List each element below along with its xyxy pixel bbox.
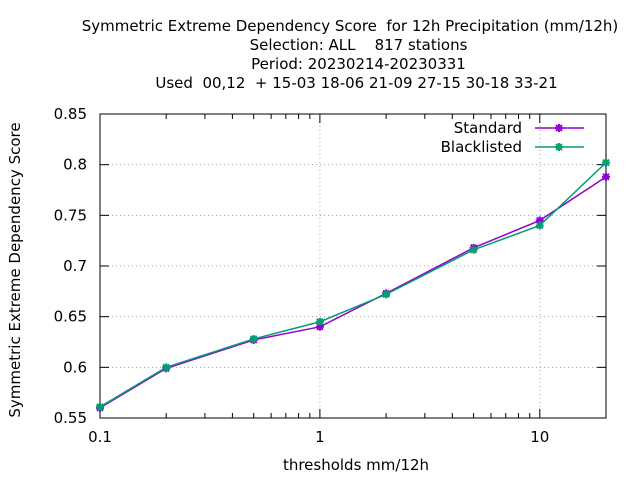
axis-ticks: 0.55 0.6 0.65 0.7 0.75 0.8 0.85 0.1 1 10	[54, 105, 607, 446]
y-axis-label: Symmetric Extreme Dependency Score	[6, 122, 24, 417]
y-tick-label: 0.7	[63, 257, 87, 275]
grid	[100, 114, 606, 418]
data-point-blacklisted	[602, 158, 610, 167]
series-blacklisted	[96, 158, 610, 411]
chart-title-line-1: Symmetric Extreme Dependency Score for 1…	[81, 17, 619, 35]
x-tick-label: 1	[315, 428, 325, 446]
legend-label-blacklisted: Blacklisted	[441, 138, 522, 156]
data-point-blacklisted	[249, 334, 258, 343]
y-tick-label: 0.75	[54, 206, 87, 224]
series-standard	[96, 172, 610, 412]
chart-subtitle-selection: Selection: ALL 817 stations	[249, 36, 468, 54]
y-tick-label: 0.85	[54, 105, 87, 123]
legend-marker-standard	[555, 124, 563, 132]
x-tick-label: 10	[530, 428, 549, 446]
series-line-blacklisted	[99, 162, 607, 408]
data-point-blacklisted	[382, 290, 391, 299]
y-tick-label: 0.55	[54, 409, 87, 427]
y-tick-label: 0.8	[63, 156, 87, 174]
data-point-standard	[602, 172, 610, 181]
x-tick-label: 0.1	[88, 428, 112, 446]
chart-subtitle-used: Used 00,12 + 15-03 18-06 21-09 27-15 30-…	[155, 74, 558, 92]
plot-frame	[99, 113, 607, 419]
data-point-blacklisted	[162, 363, 171, 372]
y-tick-label: 0.65	[54, 308, 87, 326]
legend-label-standard: Standard	[454, 119, 522, 137]
chart-subtitle-period: Period: 20230214-20230331	[251, 55, 466, 73]
x-axis-label: thresholds mm/12h	[283, 456, 429, 474]
data-point-blacklisted	[535, 221, 544, 230]
legend-marker-blacklisted	[555, 143, 563, 151]
series	[96, 158, 610, 412]
data-point-blacklisted	[469, 245, 478, 254]
y-tick-label: 0.6	[63, 358, 87, 376]
data-point-blacklisted	[315, 317, 324, 326]
data-point-blacklisted	[96, 402, 104, 411]
series-line-standard	[99, 176, 607, 409]
data-point-standard	[535, 216, 544, 225]
data-point-standard	[315, 322, 324, 331]
